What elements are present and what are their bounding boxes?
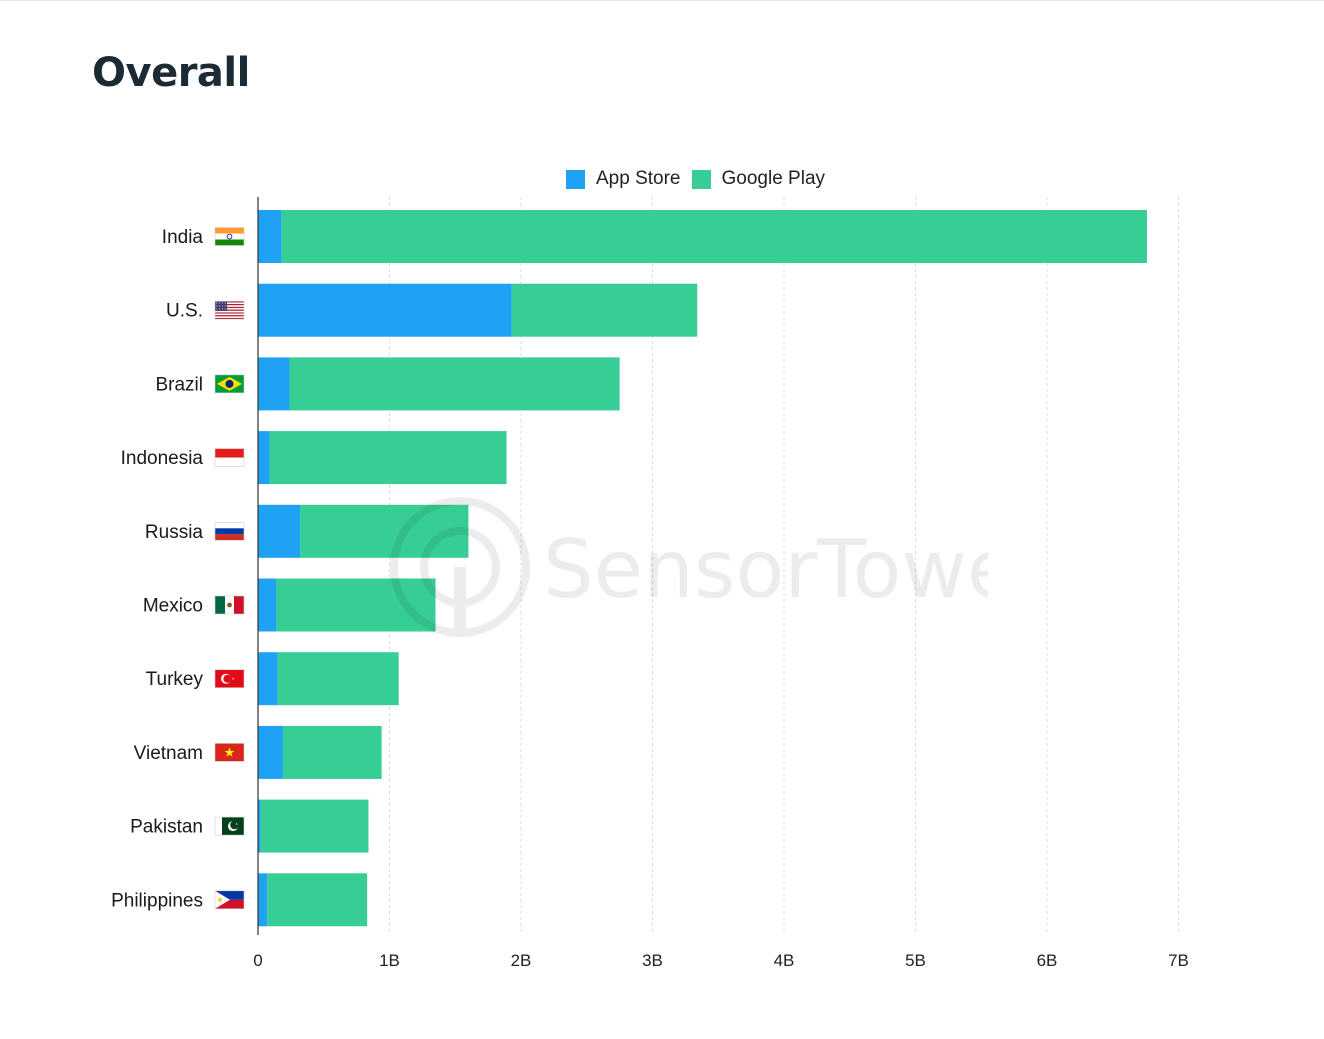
watermark-text: SensorTower xyxy=(543,523,988,616)
bar-google-play-russia xyxy=(300,504,469,558)
category-label-turkey: Turkey xyxy=(146,669,204,690)
vietnam-flag-icon xyxy=(214,743,245,762)
top-divider xyxy=(0,0,1324,1)
bar-app-store-brazil xyxy=(258,357,290,411)
bar-app-store-u-s xyxy=(258,283,512,337)
bars xyxy=(258,210,1147,927)
category-label-india: India xyxy=(162,227,204,248)
category-label-indonesia: Indonesia xyxy=(121,448,204,469)
turkey-flag-icon xyxy=(214,669,245,689)
bar-app-store-indonesia xyxy=(258,431,270,485)
bar-app-store-mexico xyxy=(258,578,277,632)
bar-app-store-pakistan xyxy=(258,799,261,853)
bar-google-play-pakistan xyxy=(260,799,369,853)
category-label-russia: Russia xyxy=(145,522,204,543)
bar-app-store-philippines xyxy=(258,873,268,927)
category-label-pakistan: Pakistan xyxy=(130,817,203,838)
legend-item-app-store[interactable]: App Store xyxy=(566,168,681,190)
bar-app-store-russia xyxy=(258,504,301,558)
india-flag-icon xyxy=(214,227,245,246)
x-tick-label: 6B xyxy=(1037,951,1058,970)
bar-app-store-turkey xyxy=(258,652,278,706)
x-tick-label: 2B xyxy=(511,951,532,970)
category-label-brazil: Brazil xyxy=(155,374,203,395)
indonesia-flag-icon xyxy=(214,448,245,467)
bar-google-play-india xyxy=(281,210,1147,263)
chart-legend: App Store Google Play xyxy=(566,168,836,190)
bar-google-play-u-s xyxy=(511,283,698,337)
pakistan-flag-icon xyxy=(214,816,245,836)
bar-google-play-philippines xyxy=(267,873,368,927)
us-flag-icon xyxy=(214,300,245,320)
bar-app-store-vietnam xyxy=(258,725,283,779)
x-tick-label: 0 xyxy=(253,951,262,970)
philippines-flag-icon xyxy=(214,890,245,910)
category-label-philippines: Philippines xyxy=(111,890,203,911)
x-tick-label: 5B xyxy=(905,951,926,970)
bar-google-play-brazil xyxy=(289,357,620,411)
bar-google-play-mexico xyxy=(276,578,436,632)
x-tick-label: 4B xyxy=(774,951,795,970)
bar-app-store-india xyxy=(258,210,282,263)
x-tick-label: 3B xyxy=(642,951,663,970)
x-tick-label: 1B xyxy=(379,951,400,970)
mexico-flag-icon xyxy=(214,595,245,615)
x-axis-ticks: 0 1B 2B 3B 4B 5B 6B 7B xyxy=(253,951,1189,970)
legend-label-app-store: App Store xyxy=(596,168,681,189)
brazil-flag-icon xyxy=(214,374,245,394)
category-label-mexico: Mexico xyxy=(143,596,203,617)
category-label-u-s: U.S. xyxy=(166,301,203,322)
bar-google-play-indonesia xyxy=(269,431,507,485)
russia-flag-icon xyxy=(214,521,245,541)
bar-google-play-turkey xyxy=(277,652,399,706)
sensortower-watermark-logo: SensorTower xyxy=(390,497,988,637)
y-axis-category-labels: India U.S. Brazil Indonesia Russia Mexico Turk… xyxy=(111,227,203,911)
category-label-vietnam: Vietnam xyxy=(134,743,203,764)
page-title: Overall xyxy=(92,50,250,96)
legend-item-google-play[interactable]: Google Play xyxy=(691,168,826,190)
bar-google-play-vietnam xyxy=(282,725,382,779)
x-tick-label: 7B xyxy=(1168,951,1189,970)
legend-swatch-google-play xyxy=(691,169,711,189)
legend-swatch-app-store xyxy=(566,169,585,189)
legend-label-google-play: Google Play xyxy=(721,168,826,189)
